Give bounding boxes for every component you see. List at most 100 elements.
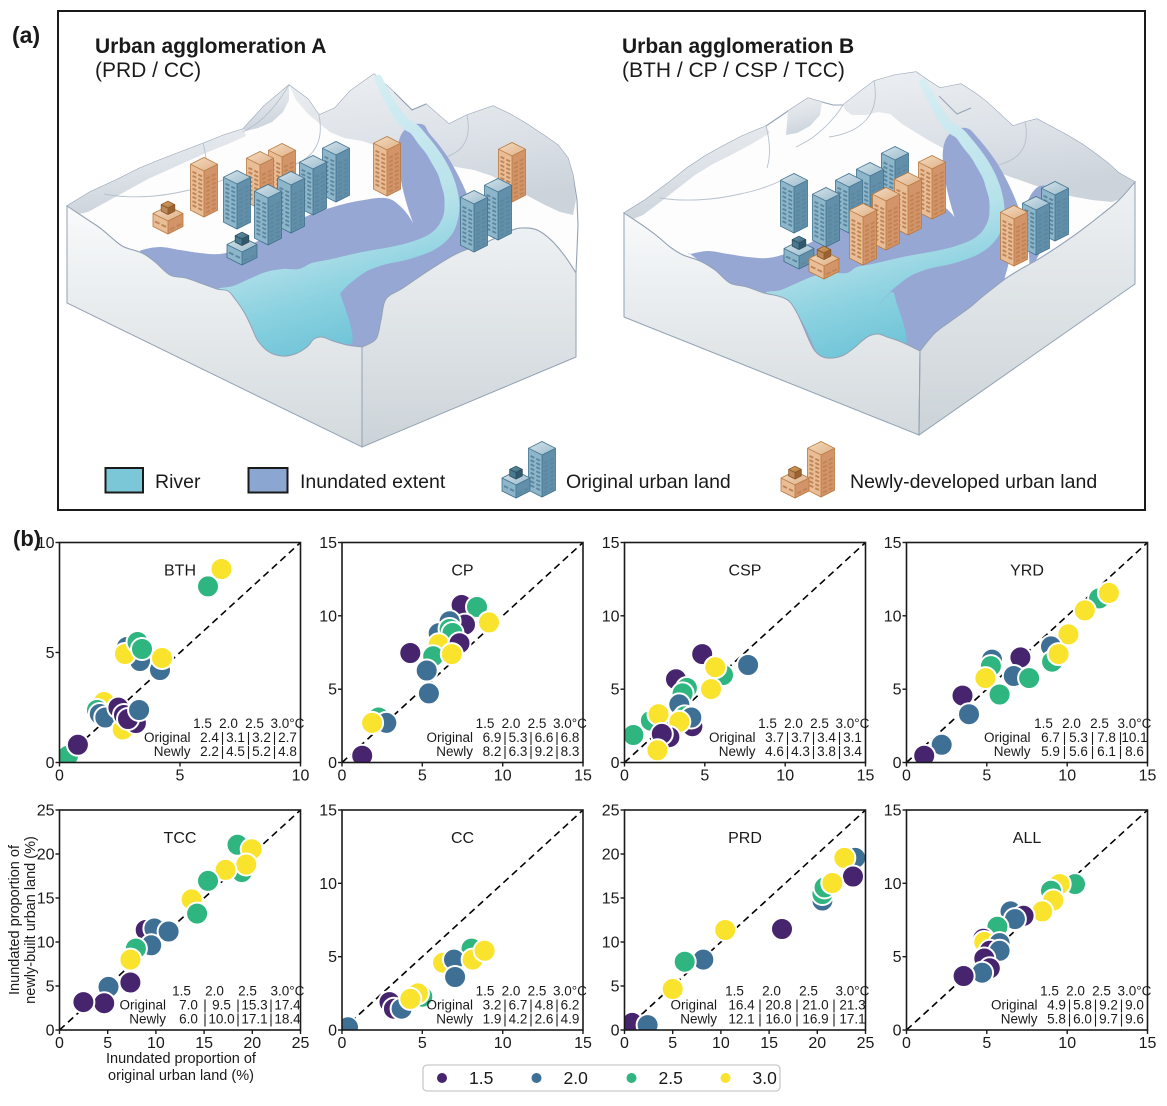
svg-text:15.3: 15.3 (241, 998, 267, 1013)
svg-text:3.0°C: 3.0°C (836, 984, 870, 999)
svg-text:6.9: 6.9 (483, 730, 502, 745)
svg-text:5: 5 (668, 1035, 677, 1052)
svg-text:Inundated extent: Inundated extent (300, 471, 446, 493)
svg-text:10.0: 10.0 (208, 1012, 234, 1027)
svg-text:1.5: 1.5 (469, 1068, 493, 1088)
svg-text:ALL: ALL (1013, 830, 1042, 847)
svg-text:3.8: 3.8 (817, 744, 836, 759)
svg-text:0: 0 (611, 755, 620, 772)
svg-text:3.0°C: 3.0°C (553, 984, 587, 999)
svg-text:Newly: Newly (436, 1012, 473, 1027)
svg-text:Newly: Newly (1001, 1012, 1038, 1027)
svg-text:2.6: 2.6 (535, 1012, 554, 1027)
svg-text:10: 10 (884, 876, 902, 893)
svg-text:15: 15 (884, 803, 902, 820)
svg-text:0: 0 (328, 755, 337, 772)
svg-text:|: | (529, 744, 533, 759)
svg-text:(b): (b) (13, 526, 41, 551)
svg-text:20.8: 20.8 (765, 998, 791, 1013)
svg-text:15: 15 (1139, 768, 1157, 785)
svg-text:2.5: 2.5 (810, 716, 829, 731)
svg-text:4.8: 4.8 (278, 744, 297, 759)
svg-text:|: | (1063, 730, 1067, 745)
svg-text:5.3: 5.3 (1069, 730, 1088, 745)
svg-text:3.0°C: 3.0°C (271, 984, 305, 999)
svg-text:Newly: Newly (436, 744, 473, 759)
svg-text:|: | (503, 730, 507, 745)
svg-text:|: | (812, 744, 816, 759)
svg-text:CSP: CSP (729, 563, 762, 580)
svg-text:2.0: 2.0 (784, 716, 803, 731)
svg-text:15: 15 (760, 1035, 778, 1052)
svg-text:8.6: 8.6 (1125, 744, 1144, 759)
svg-text:1.5: 1.5 (193, 716, 212, 731)
svg-text:(BTH / CP / CSP / TCC): (BTH / CP / CSP / TCC) (622, 59, 845, 82)
svg-text:7.0: 7.0 (179, 998, 198, 1013)
svg-text:2.5: 2.5 (528, 716, 547, 731)
svg-text:2.0: 2.0 (502, 984, 521, 999)
svg-text:2.7: 2.7 (278, 730, 297, 745)
svg-text:0: 0 (902, 768, 911, 785)
svg-text:3.0°C: 3.0°C (271, 716, 305, 731)
svg-text:8.3: 8.3 (561, 744, 580, 759)
svg-text:15: 15 (1139, 1035, 1157, 1052)
svg-text:20: 20 (37, 847, 55, 864)
svg-text:2.0: 2.0 (1062, 716, 1081, 731)
svg-text:5: 5 (893, 949, 902, 966)
svg-text:10: 10 (776, 768, 794, 785)
svg-text:20: 20 (602, 847, 620, 864)
svg-text:Newly: Newly (719, 744, 756, 759)
svg-text:6.2: 6.2 (561, 998, 580, 1013)
svg-text:4.9: 4.9 (561, 1012, 580, 1027)
svg-text:|: | (529, 998, 533, 1013)
svg-text:Urban agglomeration A: Urban agglomeration A (95, 35, 326, 58)
svg-text:3.0°C: 3.0°C (1118, 984, 1152, 999)
svg-text:9.2: 9.2 (535, 744, 554, 759)
svg-text:|: | (273, 730, 277, 745)
svg-text:|: | (786, 744, 790, 759)
svg-text:5: 5 (418, 768, 427, 785)
svg-text:2.0: 2.0 (1066, 984, 1085, 999)
svg-text:3.4: 3.4 (843, 744, 862, 759)
svg-text:|: | (203, 1012, 207, 1027)
svg-text:|: | (758, 998, 762, 1013)
svg-text:(PRD / CC): (PRD / CC) (95, 59, 201, 82)
svg-text:6.3: 6.3 (509, 744, 528, 759)
svg-text:newly-built urban land (%): newly-built urban land (%) (23, 836, 39, 1004)
svg-text:Inundated proportion of: Inundated proportion of (106, 1051, 257, 1067)
svg-text:7.8: 7.8 (1097, 730, 1116, 745)
svg-text:6.1: 6.1 (1097, 744, 1116, 759)
svg-text:4.8: 4.8 (535, 998, 554, 1013)
svg-text:2.2: 2.2 (200, 744, 219, 759)
svg-text:10: 10 (884, 608, 902, 625)
svg-text:10: 10 (319, 608, 337, 625)
svg-text:17.1: 17.1 (241, 1012, 267, 1027)
svg-text:1.9: 1.9 (483, 1012, 502, 1027)
svg-text:|: | (1119, 744, 1123, 759)
svg-text:|: | (1091, 730, 1095, 745)
svg-text:|: | (786, 730, 790, 745)
svg-text:Newly: Newly (994, 744, 1031, 759)
svg-text:|: | (838, 730, 842, 745)
svg-text:2.5: 2.5 (799, 984, 818, 999)
svg-text:5: 5 (700, 768, 709, 785)
svg-text:5.3: 5.3 (509, 730, 528, 745)
svg-text:1.5: 1.5 (476, 716, 495, 731)
svg-text:15: 15 (195, 1035, 213, 1052)
svg-text:|: | (1063, 744, 1067, 759)
svg-text:15: 15 (574, 768, 592, 785)
svg-text:3.2: 3.2 (483, 998, 502, 1013)
svg-text:|: | (1120, 998, 1124, 1013)
svg-text:Original: Original (144, 730, 191, 745)
svg-text:6.0: 6.0 (179, 1012, 198, 1027)
svg-text:9.2: 9.2 (1099, 998, 1118, 1013)
svg-text:4.5: 4.5 (226, 744, 245, 759)
svg-text:4.2: 4.2 (509, 1012, 528, 1027)
svg-text:4.3: 4.3 (791, 744, 810, 759)
svg-text:17.4: 17.4 (274, 998, 301, 1013)
svg-text:20: 20 (808, 1035, 826, 1052)
svg-text:1.5: 1.5 (476, 984, 495, 999)
svg-text:|: | (269, 1012, 273, 1027)
svg-text:|: | (1119, 730, 1123, 745)
svg-text:0: 0 (338, 768, 347, 785)
